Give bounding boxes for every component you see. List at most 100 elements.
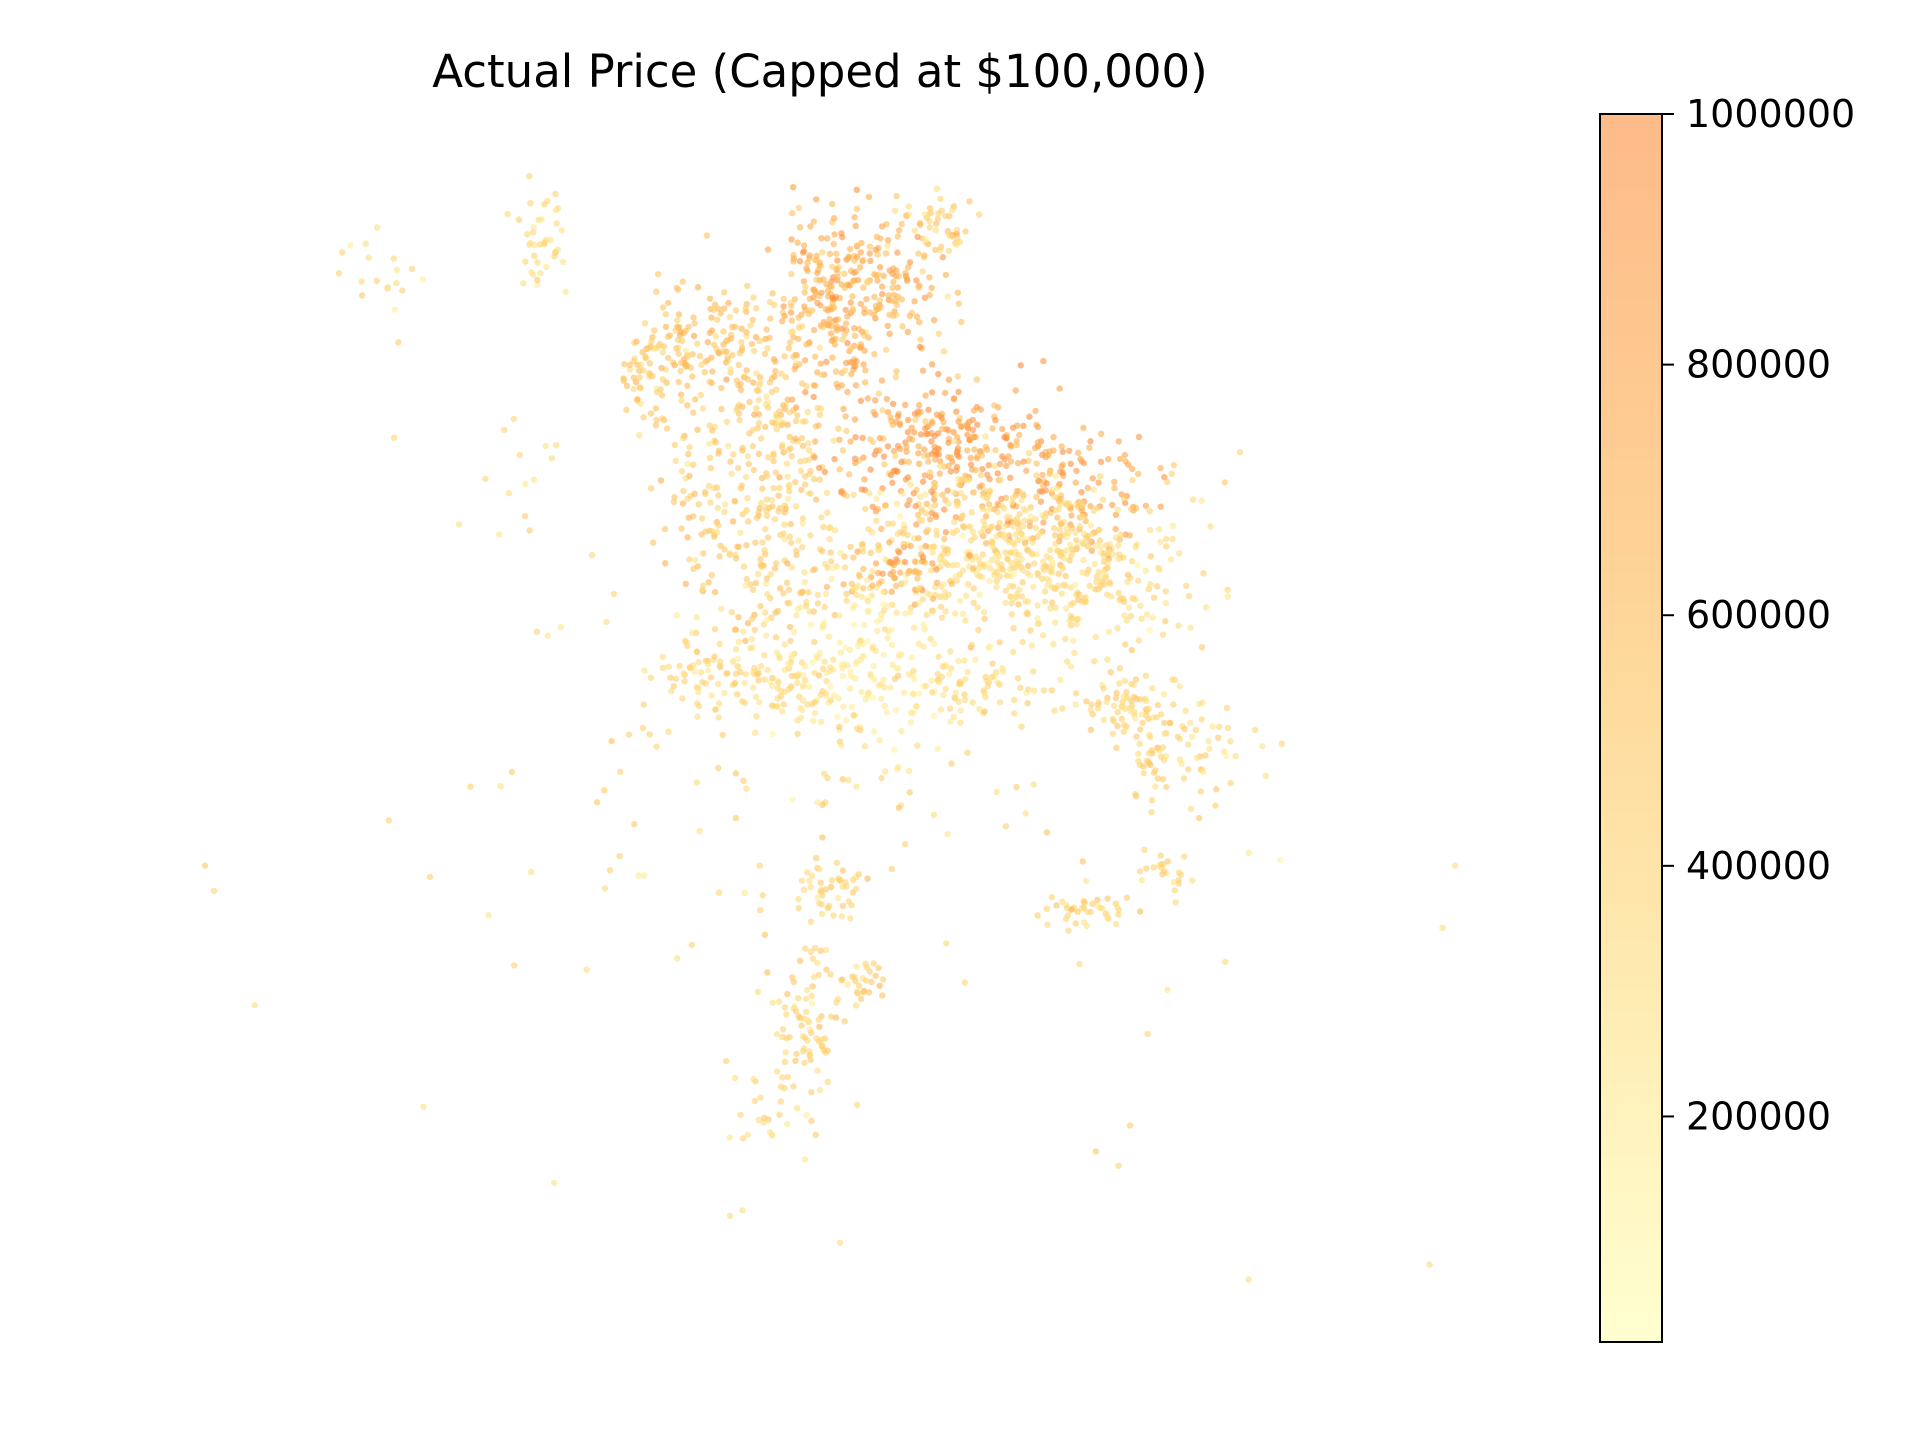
scatter-point	[1183, 582, 1190, 589]
scatter-point	[675, 311, 683, 318]
scatter-point	[932, 227, 939, 234]
scatter-point	[926, 469, 934, 476]
scatter-point	[891, 746, 898, 753]
scatter-point	[884, 443, 892, 450]
scatter-point	[787, 309, 795, 316]
scatter-point	[1073, 537, 1080, 544]
scatter-point	[899, 490, 906, 497]
scatter-point	[752, 539, 759, 546]
scatter-point	[756, 505, 763, 512]
scatter-point	[741, 679, 748, 687]
scatter-point	[755, 677, 762, 684]
scatter-point	[754, 425, 761, 432]
scatter-point	[833, 266, 840, 273]
scatter-point	[817, 879, 824, 886]
scatter-point	[1005, 453, 1012, 460]
scatter-point	[1180, 775, 1188, 782]
scatter-point	[616, 853, 623, 860]
scatter-point	[824, 235, 831, 242]
scatter-point	[637, 361, 644, 369]
scatter-point	[917, 336, 924, 343]
scatter-point	[798, 659, 806, 666]
scatter-point	[1057, 520, 1064, 527]
scatter-point	[696, 827, 703, 835]
scatter-point	[799, 442, 807, 449]
scatter-point	[647, 485, 655, 492]
scatter-point	[1082, 877, 1090, 885]
scatter-point	[927, 516, 934, 523]
scatter-point	[915, 284, 922, 291]
scatter-point	[827, 524, 834, 531]
scatter-point	[894, 413, 902, 420]
scatter-point	[714, 316, 721, 323]
scatter-point	[764, 534, 772, 541]
scatter-point	[989, 523, 996, 530]
scatter-point	[1150, 864, 1157, 871]
scatter-point	[801, 481, 809, 488]
scatter-point	[839, 776, 846, 783]
scatter-point	[677, 367, 684, 375]
scatter-point	[1003, 462, 1010, 469]
scatter-point	[904, 264, 912, 271]
scatter-point	[630, 385, 637, 393]
scatter-point	[761, 350, 769, 358]
scatter-point	[1143, 865, 1150, 872]
scatter-point	[811, 454, 818, 461]
scatter-point	[847, 438, 854, 445]
scatter-point	[1110, 718, 1118, 725]
scatter-point	[953, 226, 961, 234]
scatter-point	[1149, 685, 1156, 692]
scatter-point	[690, 409, 697, 416]
scatter-point	[1125, 461, 1132, 468]
scatter-point	[781, 535, 788, 543]
scatter-point	[824, 1047, 831, 1054]
scatter-point	[852, 1002, 860, 1009]
scatter-point	[814, 299, 821, 307]
scatter-point	[928, 361, 936, 368]
scatter-point	[940, 581, 947, 588]
scatter-point	[1113, 744, 1120, 751]
scatter-point	[1016, 586, 1023, 593]
scatter-point	[1059, 898, 1066, 905]
scatter-point	[729, 352, 736, 359]
scatter-point	[781, 509, 788, 516]
scatter-point	[390, 255, 397, 262]
scatter-point	[992, 447, 999, 454]
scatter-point	[558, 227, 565, 234]
scatter-point	[998, 565, 1005, 572]
scatter-point	[807, 884, 814, 891]
scatter-point	[735, 361, 742, 369]
scatter-point	[752, 729, 759, 736]
scatter-point	[788, 396, 796, 403]
scatter-point	[781, 521, 788, 528]
scatter-points	[201, 172, 1459, 1283]
scatter-point	[896, 420, 904, 427]
scatter-point	[878, 283, 886, 290]
scatter-point	[1202, 752, 1209, 759]
scatter-point	[1047, 546, 1054, 554]
scatter-point	[1079, 569, 1086, 576]
scatter-point	[996, 639, 1003, 646]
scatter-point	[1039, 632, 1047, 639]
scatter-point	[1043, 575, 1051, 583]
scatter-point	[920, 643, 927, 650]
scatter-point	[707, 674, 715, 681]
scatter-point	[832, 1014, 840, 1021]
scatter-point	[702, 680, 710, 687]
scatter-point	[823, 966, 830, 973]
scatter-point	[915, 443, 922, 450]
scatter-point	[919, 478, 927, 485]
scatter-point	[681, 678, 688, 685]
scatter-point	[1111, 478, 1118, 485]
scatter-point	[1027, 513, 1035, 520]
scatter-point	[706, 329, 714, 337]
scatter-point	[969, 699, 976, 706]
scatter-point	[932, 456, 939, 463]
scatter-point	[686, 556, 693, 563]
scatter-point	[769, 999, 776, 1006]
scatter-point	[905, 671, 913, 678]
scatter-point	[857, 264, 864, 271]
scatter-point	[749, 615, 756, 622]
scatter-point	[1015, 551, 1022, 558]
scatter-point	[835, 875, 842, 882]
